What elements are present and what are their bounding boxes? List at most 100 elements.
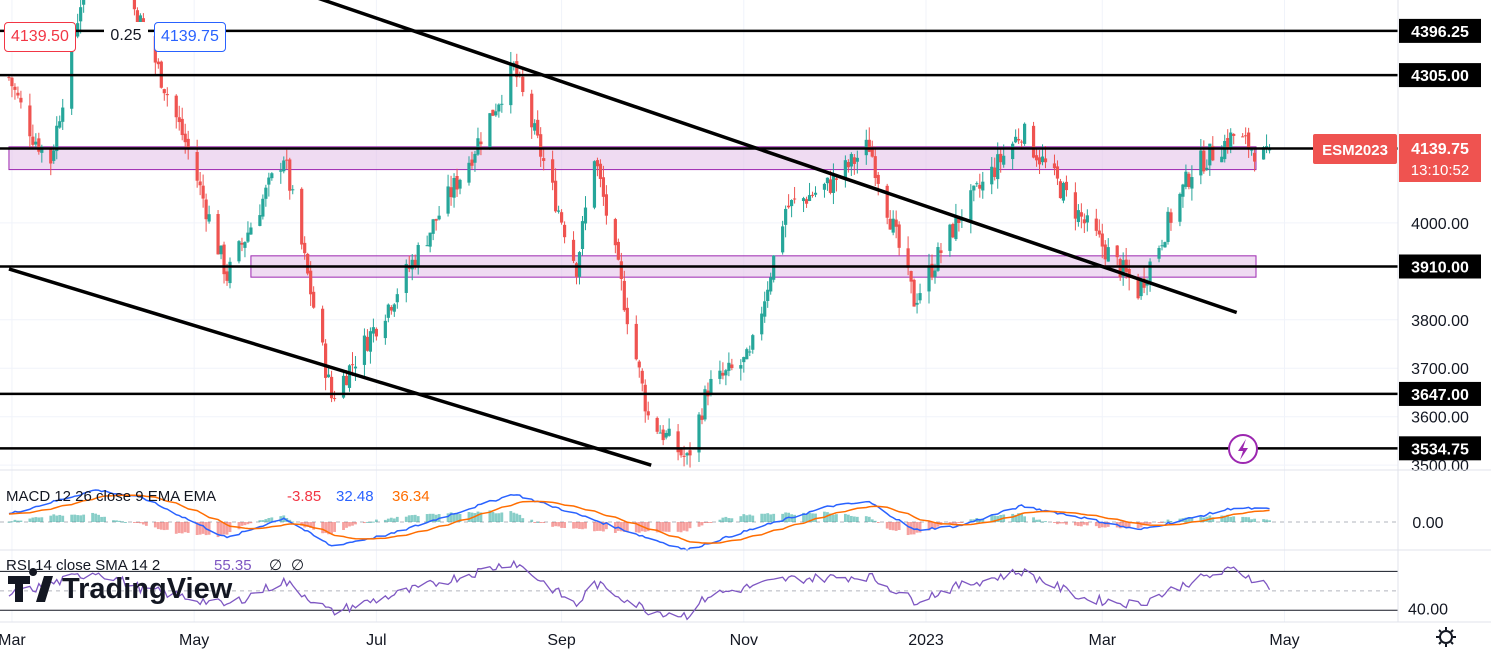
gear-icon[interactable] xyxy=(1436,627,1456,647)
candle-body xyxy=(1017,138,1021,141)
candle-131 xyxy=(554,168,558,213)
candle-body xyxy=(1094,218,1098,231)
level-label-box-1 xyxy=(1399,63,1481,88)
macd-hist-227 xyxy=(954,522,958,525)
macd-hist-302 xyxy=(1268,520,1271,522)
candle-body xyxy=(894,219,898,227)
candle-body xyxy=(1079,212,1083,217)
candle-42 xyxy=(180,107,184,141)
macd-hist-273 xyxy=(1145,522,1149,526)
candle-172 xyxy=(724,368,728,386)
macd-hist-196 xyxy=(826,512,829,522)
macd-hist-43 xyxy=(183,522,187,533)
macd-hist-162 xyxy=(682,522,686,531)
macd-hist-292 xyxy=(1226,514,1230,522)
candle-body xyxy=(559,212,564,223)
buy-price-button[interactable]: 4139.75 xyxy=(154,22,226,52)
macd-hist-38 xyxy=(162,522,166,531)
candle-body xyxy=(267,177,271,185)
candle-232 xyxy=(975,181,979,187)
candle-body xyxy=(583,207,588,224)
candle-body xyxy=(685,453,689,456)
candle-body xyxy=(936,247,940,271)
macd-hist-96 xyxy=(407,515,411,522)
candle-38 xyxy=(162,88,166,101)
rsi-pane xyxy=(0,559,1398,621)
candle-body xyxy=(386,304,390,318)
candle-237 xyxy=(996,142,1000,189)
price-tick-3: 3600.00 xyxy=(1411,410,1469,427)
level-label-box-0 xyxy=(1399,18,1481,43)
candle-body xyxy=(595,160,600,167)
candle-body xyxy=(321,308,325,343)
macd-hist-56 xyxy=(240,522,244,526)
macd-hist-222 xyxy=(933,522,937,529)
macd-hist-137 xyxy=(578,522,581,529)
candle-body xyxy=(897,224,901,248)
rsi-legend-label: RSI 14 close SMA 14 2 xyxy=(6,557,160,574)
macd-hist-262 xyxy=(1100,522,1104,528)
candle-body xyxy=(661,429,665,441)
macd-hist-51 xyxy=(219,522,223,536)
macd-hist-127 xyxy=(536,521,540,523)
candle-118 xyxy=(497,103,501,118)
candle-body xyxy=(891,218,895,233)
candle-body xyxy=(1223,140,1227,160)
macd-hist-220 xyxy=(927,522,931,531)
candle-110 xyxy=(467,156,471,186)
candle-body xyxy=(353,366,358,369)
candle-body xyxy=(1085,215,1089,223)
rsi-extra-2: ∅ xyxy=(291,557,304,574)
macd-hist-13 xyxy=(58,514,62,522)
macd-hist-76 xyxy=(324,522,328,534)
sell-price-button[interactable]: 4139.50 xyxy=(4,22,76,52)
candle-body xyxy=(219,245,223,255)
macd-hist-289 xyxy=(1211,517,1215,522)
candle-body xyxy=(604,194,608,216)
candle-137 xyxy=(577,251,582,285)
macd-hist-163 xyxy=(685,522,689,532)
grid xyxy=(0,0,1398,622)
candle-1 xyxy=(10,76,14,98)
candle-body xyxy=(542,158,546,161)
macd-hist-181 xyxy=(763,513,767,522)
candle-body xyxy=(1037,157,1042,165)
macd-hist-7 xyxy=(34,517,38,522)
candle-body xyxy=(888,218,892,230)
last-price-value: 4139.75 xyxy=(1411,141,1469,158)
candle-266 xyxy=(1118,257,1122,281)
candle-body xyxy=(180,118,184,136)
candle-244 xyxy=(1023,122,1027,146)
candle-body xyxy=(551,159,555,183)
macd-hist-130 xyxy=(551,522,555,527)
macd-hist-12 xyxy=(55,515,59,522)
candle-body xyxy=(577,252,582,277)
macd-hist-215 xyxy=(906,522,910,536)
candle-body xyxy=(990,166,994,185)
candle-287 xyxy=(1205,159,1209,171)
candle-59 xyxy=(249,222,253,235)
macd-hist-153 xyxy=(643,522,647,532)
candle-body xyxy=(246,232,250,242)
macd-hist-101 xyxy=(428,513,432,522)
candle-262 xyxy=(1100,223,1104,259)
trendlines[interactable] xyxy=(8,0,1238,467)
rsi-axis-tick: 40.00 xyxy=(1408,602,1448,619)
time-tick-5: 2023 xyxy=(908,632,944,649)
lightning-icon[interactable] xyxy=(1228,434,1258,464)
candle-body xyxy=(1043,158,1048,163)
candle-body xyxy=(362,335,367,365)
candle-107 xyxy=(452,173,456,208)
candle-142 xyxy=(598,159,603,188)
symbol-price-tag[interactable]: ESM2023 4139.75 13:10:52 xyxy=(1313,134,1481,182)
macd-hist-184 xyxy=(772,513,776,522)
level-label-box-3 xyxy=(1399,254,1481,279)
time-tick-3: Sep xyxy=(547,632,576,649)
candle-body xyxy=(1142,278,1146,288)
candle-260 xyxy=(1094,208,1098,237)
candle-13 xyxy=(58,115,62,129)
candle-body xyxy=(389,306,393,311)
macd-hist-87 xyxy=(369,521,372,523)
